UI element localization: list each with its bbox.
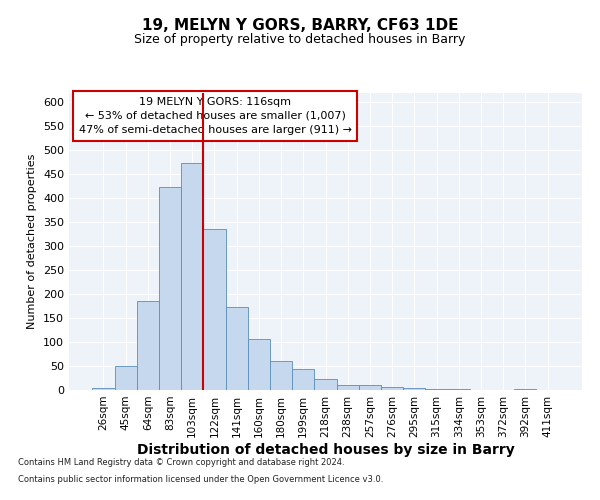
Bar xyxy=(448,389,470,390)
Bar xyxy=(115,366,137,390)
Text: 19, MELYN Y GORS, BARRY, CF63 1DE: 19, MELYN Y GORS, BARRY, CF63 1DE xyxy=(142,18,458,32)
Bar xyxy=(381,386,403,390)
Bar xyxy=(359,385,381,390)
Text: Contains public sector information licensed under the Open Government Licence v3: Contains public sector information licen… xyxy=(18,474,383,484)
X-axis label: Distribution of detached houses by size in Barry: Distribution of detached houses by size … xyxy=(137,442,514,456)
Bar xyxy=(92,388,115,390)
Bar xyxy=(403,388,425,390)
Bar xyxy=(270,361,292,390)
Bar xyxy=(314,380,337,390)
Bar xyxy=(159,186,181,390)
Bar xyxy=(292,370,314,390)
Bar xyxy=(514,388,536,390)
Bar xyxy=(137,301,159,390)
Text: 19 MELYN Y GORS: 116sqm
← 53% of detached houses are smaller (1,007)
47% of semi: 19 MELYN Y GORS: 116sqm ← 53% of detache… xyxy=(79,97,352,135)
Bar xyxy=(203,230,226,390)
Text: Contains HM Land Registry data © Crown copyright and database right 2024.: Contains HM Land Registry data © Crown c… xyxy=(18,458,344,467)
Bar xyxy=(226,308,248,390)
Bar xyxy=(248,338,270,390)
Bar xyxy=(425,388,448,390)
Bar xyxy=(337,385,359,390)
Bar xyxy=(181,162,203,390)
Text: Size of property relative to detached houses in Barry: Size of property relative to detached ho… xyxy=(134,32,466,46)
Y-axis label: Number of detached properties: Number of detached properties xyxy=(28,154,37,329)
